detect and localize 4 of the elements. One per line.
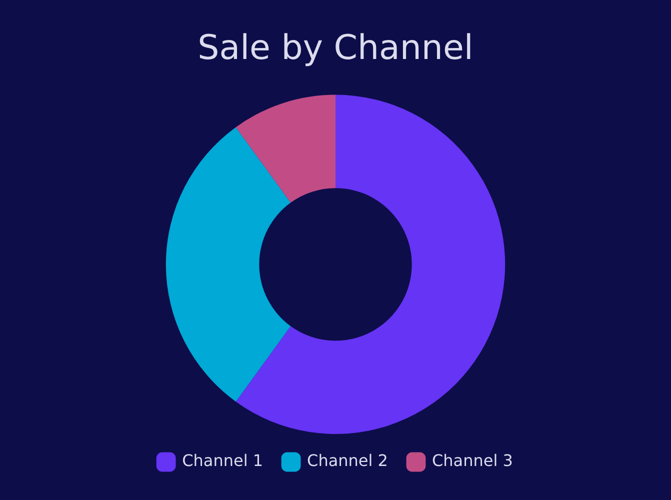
- chart-title: Sale by Channel: [198, 28, 474, 68]
- legend-label: Channel 3: [432, 451, 513, 470]
- legend-label: Channel 1: [182, 451, 264, 470]
- legend-label: Channel 2: [307, 451, 388, 470]
